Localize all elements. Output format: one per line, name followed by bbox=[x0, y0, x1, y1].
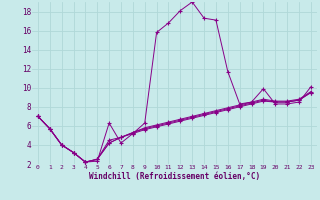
X-axis label: Windchill (Refroidissement éolien,°C): Windchill (Refroidissement éolien,°C) bbox=[89, 172, 260, 181]
